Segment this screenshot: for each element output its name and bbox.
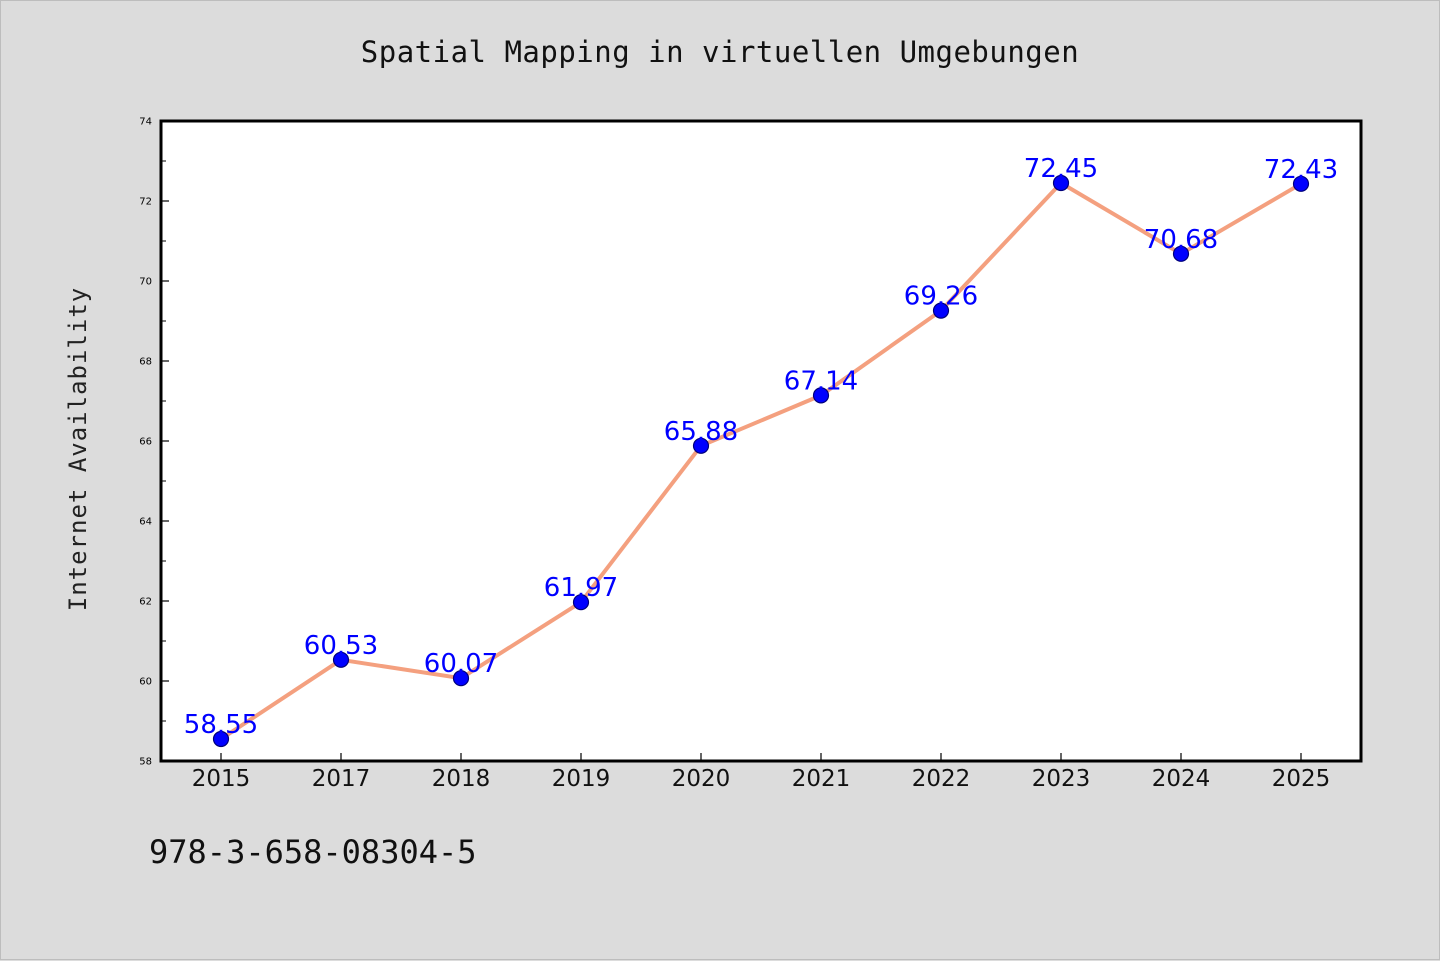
- data-point: [1052, 174, 1070, 192]
- x-tick-label: 2019: [552, 766, 611, 792]
- data-label: 61.97: [544, 573, 618, 603]
- y-tick-label: 68: [139, 357, 152, 368]
- data-point: [452, 670, 470, 687]
- x-tick-label: 2018: [432, 766, 491, 792]
- x-tick-label: 2024: [1152, 766, 1211, 792]
- data-point: [1292, 175, 1310, 192]
- series-line: [219, 181, 1303, 741]
- y-tick-label: 58: [139, 757, 152, 768]
- y-tick-label: 74: [139, 117, 152, 128]
- chart-title: Spatial Mapping in virtuellen Umgebungen: [360, 35, 1080, 69]
- data-label: 72.45: [1024, 154, 1098, 184]
- data-point: [332, 651, 350, 668]
- data-point: [692, 437, 710, 454]
- y-tick-label: 66: [139, 437, 152, 448]
- series-group: 58.55 60.53 60.07 61.97 65.88 67.14 69.26 72.45…: [184, 154, 1338, 748]
- plot-border: [159, 119, 1363, 763]
- footer-code: 978-3-658-08304-5: [149, 833, 477, 871]
- y-tick-label: 62: [139, 597, 152, 608]
- x-tick-label: 2023: [1032, 766, 1091, 792]
- data-label: 70.68: [1144, 225, 1218, 255]
- x-axis: 2015 2017 2018 2019 2020 2021 2022 2023 2024 2025: [192, 753, 1331, 792]
- x-tick-label: 2021: [792, 766, 851, 792]
- y-tick-label: 60: [139, 677, 152, 688]
- y-tick-label: 64: [139, 517, 152, 528]
- data-label: 58.55: [184, 710, 258, 740]
- data-point: [212, 730, 230, 748]
- data-label: 60.07: [424, 649, 498, 679]
- x-tick-label: 2020: [672, 766, 731, 792]
- x-tick-label: 2015: [192, 766, 251, 792]
- data-label: 67.14: [784, 366, 858, 396]
- data-label: 72.43: [1264, 155, 1338, 185]
- y-axis: 58 60 62 64 66 68 70 72 74: [139, 117, 169, 768]
- y-tick-label: 70: [139, 277, 152, 288]
- data-point: [812, 387, 830, 404]
- x-tick-label: 2017: [312, 766, 371, 792]
- data-point: [932, 302, 950, 319]
- data-label: 69.26: [904, 282, 978, 312]
- data-label: 60.53: [304, 631, 378, 661]
- data-label: 65.88: [664, 417, 738, 447]
- y-tick-label: 72: [139, 197, 152, 208]
- data-point: [572, 594, 590, 611]
- plot-area: [161, 121, 1361, 761]
- x-tick-label: 2022: [912, 766, 971, 792]
- data-point: [1172, 245, 1190, 262]
- x-tick-label: 2025: [1272, 766, 1331, 792]
